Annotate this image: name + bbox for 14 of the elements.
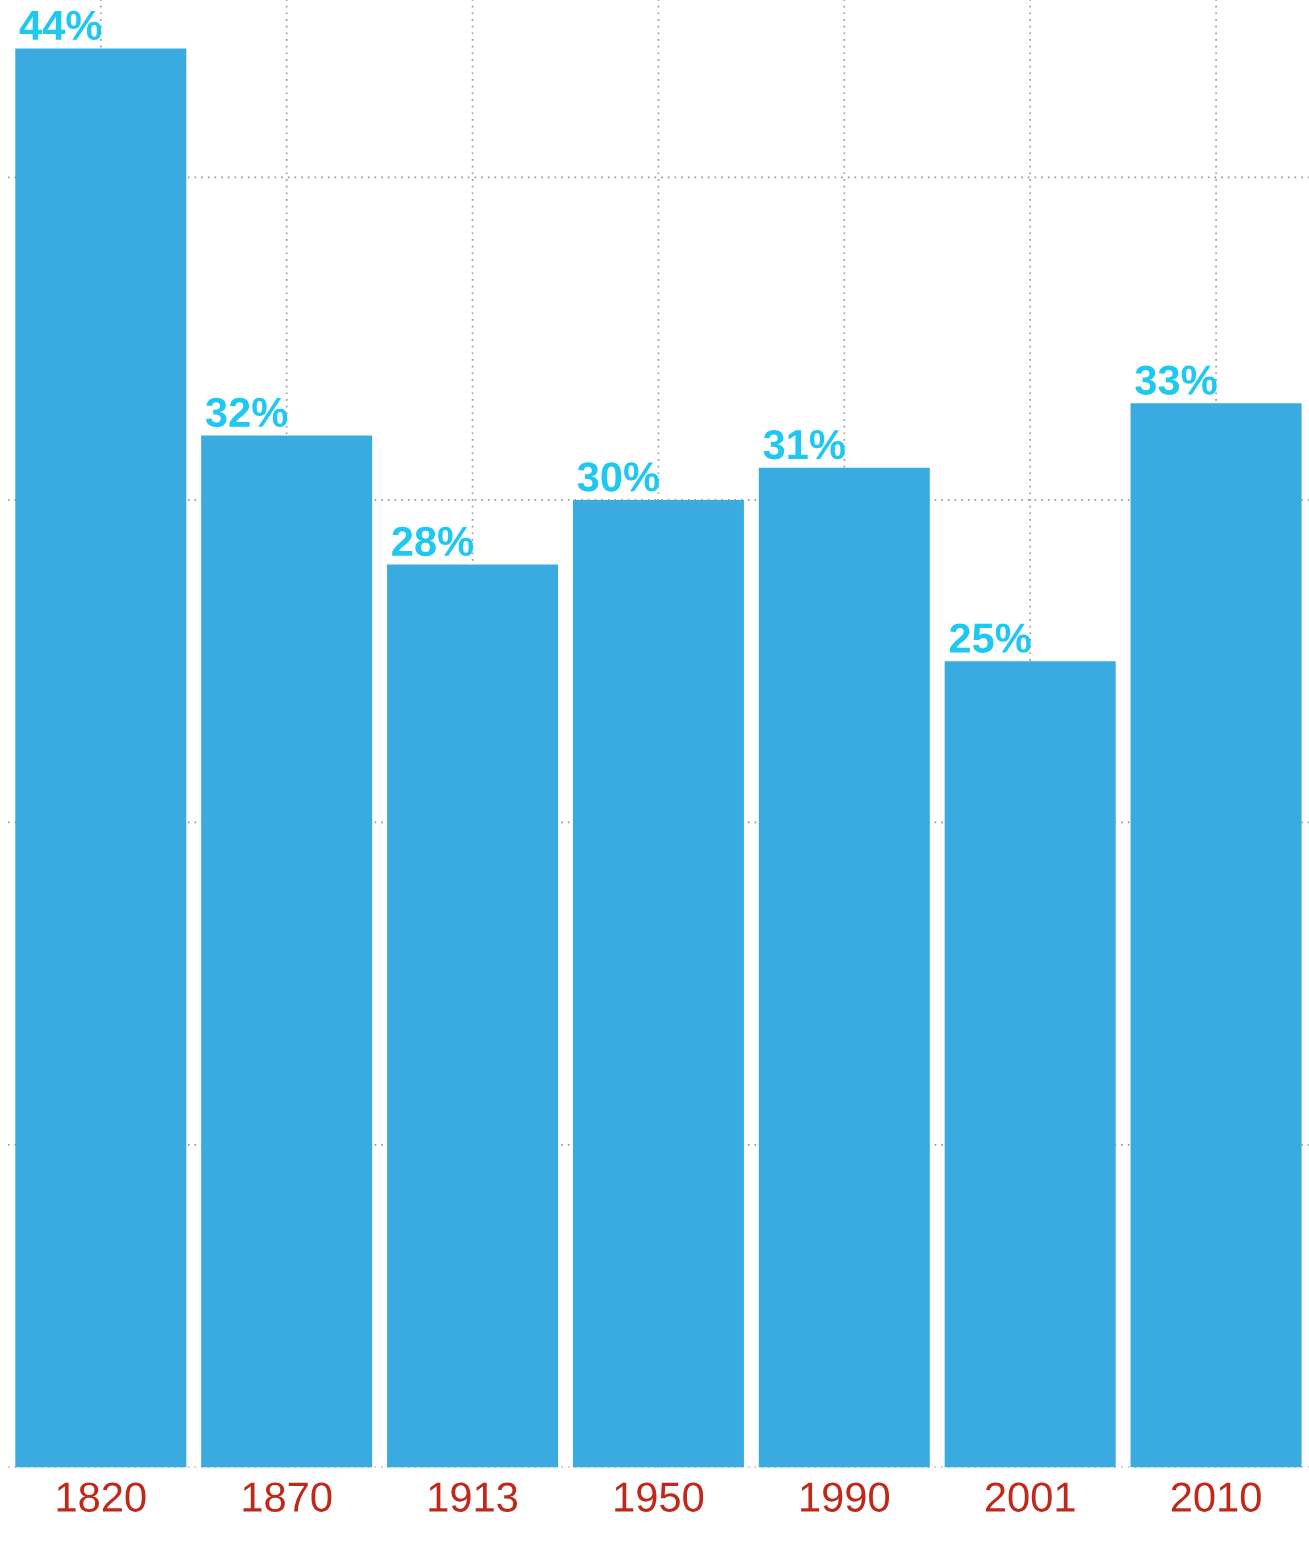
x-tick-label: 1870 xyxy=(243,1482,332,1512)
x-tick-label: 1990 xyxy=(801,1482,890,1512)
data-label: 28% xyxy=(392,526,474,557)
x-tick-label: 2010 xyxy=(1171,1482,1261,1512)
data-label: 44% xyxy=(19,10,102,41)
data-label: 33% xyxy=(1135,365,1217,395)
data-label: 25% xyxy=(949,623,1031,653)
x-tick-label: 1820 xyxy=(57,1482,146,1512)
data-label: 31% xyxy=(763,429,845,460)
data-label: 30% xyxy=(577,462,659,492)
data-label: 32% xyxy=(205,397,288,428)
x-tick-label: 1950 xyxy=(615,1482,704,1512)
x-tick-label: 2001 xyxy=(985,1482,1075,1512)
x-tick-label: 1913 xyxy=(429,1482,518,1512)
